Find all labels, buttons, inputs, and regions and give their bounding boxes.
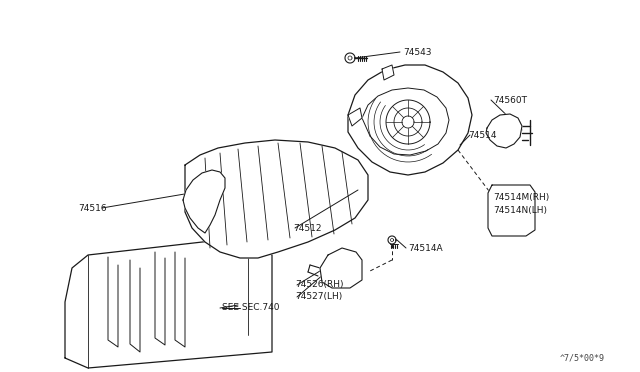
Polygon shape [348,108,362,126]
Polygon shape [488,185,535,236]
Text: 74560T: 74560T [493,96,527,105]
Polygon shape [183,170,225,233]
Text: 74516: 74516 [78,203,107,212]
Text: ^7/5*00*9: ^7/5*00*9 [560,353,605,362]
Polygon shape [320,248,362,288]
Text: 74527(LH): 74527(LH) [295,292,342,301]
Text: SEE SEC.740: SEE SEC.740 [222,304,280,312]
Polygon shape [185,140,368,258]
Text: 74526(RH): 74526(RH) [295,280,344,289]
Text: 74514A: 74514A [408,244,443,253]
Polygon shape [65,240,272,368]
Polygon shape [486,114,522,148]
Text: 74514: 74514 [468,131,497,140]
Text: 74514N(LH): 74514N(LH) [493,205,547,215]
Text: 74543: 74543 [403,48,431,57]
Polygon shape [348,65,472,175]
Polygon shape [382,65,394,80]
Text: 74512: 74512 [293,224,321,232]
Text: 74514M(RH): 74514M(RH) [493,192,549,202]
